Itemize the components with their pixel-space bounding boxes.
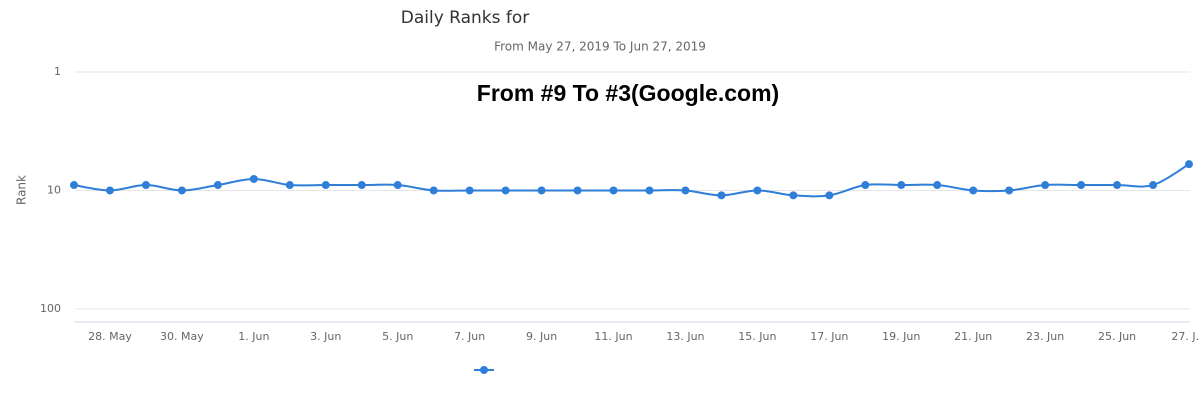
data-point bbox=[645, 186, 654, 195]
data-point bbox=[1149, 181, 1158, 190]
data-point bbox=[537, 186, 546, 195]
x-tick-label: 25. Jun bbox=[1098, 330, 1136, 343]
data-point bbox=[429, 186, 438, 195]
plot bbox=[70, 71, 1193, 310]
data-point bbox=[249, 174, 258, 183]
data-point bbox=[177, 186, 186, 195]
data-point bbox=[501, 186, 510, 195]
x-tick-label: 19. Jun bbox=[882, 330, 920, 343]
chart-subtitle: From May 27, 2019 To Jun 27, 2019 bbox=[494, 40, 706, 54]
data-point bbox=[825, 191, 834, 200]
data-point bbox=[861, 181, 870, 190]
x-tick-label: 21. Jun bbox=[954, 330, 992, 343]
x-tick-label: 7. Jun bbox=[454, 330, 485, 343]
series-line bbox=[73, 163, 1190, 198]
x-tick-label: 15. Jun bbox=[738, 330, 776, 343]
data-point bbox=[321, 181, 330, 190]
x-tick-label: 5. Jun bbox=[382, 330, 413, 343]
data-point bbox=[681, 186, 690, 195]
y-tick-label: 1 bbox=[54, 65, 61, 78]
data-point bbox=[213, 181, 222, 190]
data-point bbox=[1113, 181, 1122, 190]
data-point bbox=[357, 181, 366, 190]
y-tick-label: 100 bbox=[40, 302, 61, 315]
data-point bbox=[933, 181, 942, 190]
x-tick-label: 30. May bbox=[160, 330, 204, 343]
data-point bbox=[141, 181, 150, 190]
data-point bbox=[573, 186, 582, 195]
data-point bbox=[1077, 181, 1086, 190]
data-point bbox=[1185, 160, 1193, 169]
x-tick-label: 3. Jun bbox=[310, 330, 341, 343]
data-point bbox=[70, 181, 78, 190]
x-tick-label: 1. Jun bbox=[238, 330, 269, 343]
data-point bbox=[789, 191, 798, 200]
data-point bbox=[1005, 186, 1014, 195]
x-tick-label: 17. Jun bbox=[810, 330, 848, 343]
data-point bbox=[897, 181, 906, 190]
data-point bbox=[753, 186, 762, 195]
data-point bbox=[717, 191, 726, 200]
annotation: From #9 To #3(Google.com) bbox=[477, 80, 779, 106]
x-tick-label: 13. Jun bbox=[666, 330, 704, 343]
data-point bbox=[465, 186, 474, 195]
data-point bbox=[393, 181, 402, 190]
x-tick-label: 28. May bbox=[88, 330, 132, 343]
data-point bbox=[969, 186, 978, 195]
x-tick-label: 27. J… bbox=[1171, 330, 1200, 343]
data-point bbox=[285, 181, 294, 190]
x-tick-label: 23. Jun bbox=[1026, 330, 1064, 343]
data-point bbox=[609, 186, 618, 195]
data-point bbox=[105, 186, 114, 195]
data-point bbox=[1041, 181, 1050, 190]
x-tick-label: 11. Jun bbox=[594, 330, 632, 343]
y-tick-label: 10 bbox=[47, 183, 61, 196]
x-tick-label: 9. Jun bbox=[526, 330, 557, 343]
legend-marker[interactable] bbox=[480, 366, 488, 374]
chart-title: Daily Ranks for bbox=[401, 8, 530, 28]
y-axis-title: Rank bbox=[15, 175, 29, 205]
